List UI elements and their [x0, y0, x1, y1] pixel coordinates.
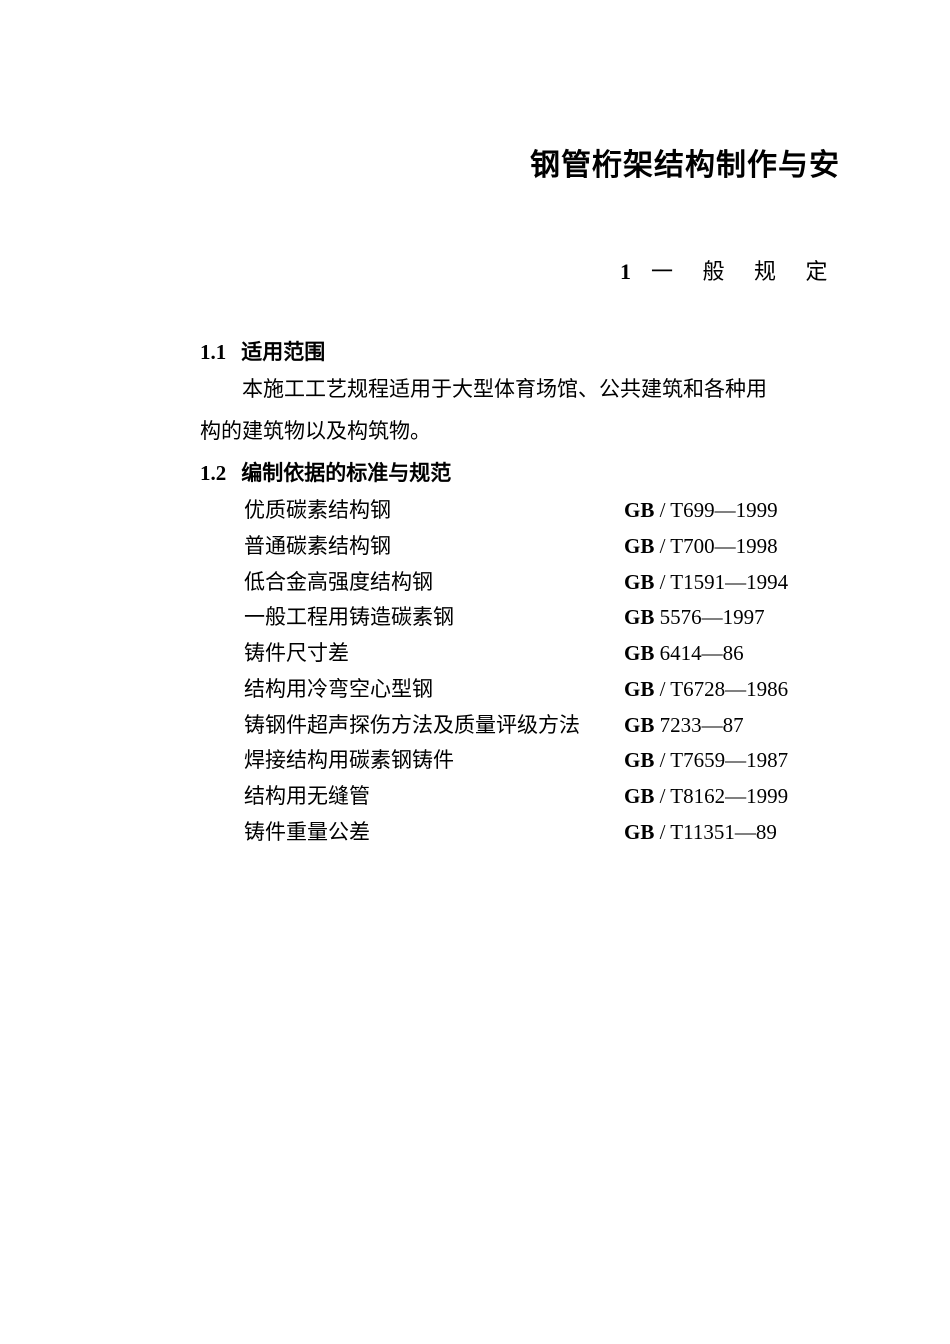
standard-gb-prefix: GB — [624, 748, 654, 772]
standard-row: 一般工程用铸造碳素钢GB 5576—1997 — [200, 600, 950, 636]
standard-code-number: / T6728—1986 — [654, 677, 788, 701]
standard-name: 焊接结构用碳素钢铸件 — [244, 743, 624, 779]
standard-code: GB / T6728—1986 — [624, 672, 788, 708]
standard-name: 优质碳素结构钢 — [244, 493, 624, 529]
subsection-1-1-number: 1.1 — [200, 340, 226, 364]
standard-row: 优质碳素结构钢GB / T699—1999 — [200, 493, 950, 529]
standard-name: 普通碳素结构钢 — [244, 529, 624, 565]
standard-name: 铸件重量公差 — [244, 815, 624, 851]
standard-name: 低合金高强度结构钢 — [244, 565, 624, 601]
standard-gb-prefix: GB — [624, 534, 654, 558]
standard-code-number: / T11351—89 — [654, 820, 777, 844]
standard-row: 铸件尺寸差GB 6414—86 — [200, 636, 950, 672]
standard-code: GB 7233—87 — [624, 708, 744, 744]
standard-gb-prefix: GB — [624, 605, 654, 629]
standard-name: 结构用冷弯空心型钢 — [244, 672, 624, 708]
standard-code: GB / T1591—1994 — [624, 565, 788, 601]
standard-name: 铸件尺寸差 — [244, 636, 624, 672]
subsection-1-1-text-line1: 本施工工艺规程适用于大型体育场馆、公共建筑和各种用 — [200, 372, 950, 408]
standard-code: GB 5576—1997 — [624, 600, 765, 636]
standard-name: 铸钢件超声探伤方法及质量评级方法 — [244, 708, 624, 744]
standard-name: 一般工程用铸造碳素钢 — [244, 600, 624, 636]
section-title-text: 一 般 规 定 — [651, 259, 840, 284]
standard-code: GB 6414—86 — [624, 636, 744, 672]
standard-code: GB / T700—1998 — [624, 529, 778, 565]
standard-row: 结构用无缝管GB / T8162—1999 — [200, 779, 950, 815]
subsection-1-1-title: 适用范围 — [241, 340, 325, 364]
standard-code: GB / T8162—1999 — [624, 779, 788, 815]
subsection-1-2: 1.2编制依据的标准与规范 优质碳素结构钢GB / T699—1999普通碳素结… — [200, 457, 950, 850]
standard-gb-prefix: GB — [624, 641, 654, 665]
section-title: 1 一 般 规 定 — [620, 254, 950, 286]
standard-code-number: / T1591—1994 — [654, 570, 788, 594]
standard-row: 普通碳素结构钢GB / T700—1998 — [200, 529, 950, 565]
section-number: 1 — [620, 259, 631, 284]
standard-row: 铸件重量公差GB / T11351—89 — [200, 815, 950, 851]
standard-code-number: 5576—1997 — [654, 605, 764, 629]
subsection-1-2-number: 1.2 — [200, 461, 226, 485]
standard-code-number: / T699—1999 — [654, 498, 777, 522]
subsection-1-1-text-line2: 构的建筑物以及构筑物。 — [200, 414, 950, 450]
standard-code-number: 6414—86 — [654, 641, 743, 665]
standard-gb-prefix: GB — [624, 784, 654, 808]
standard-code-number: / T8162—1999 — [654, 784, 788, 808]
standard-code: GB / T7659—1987 — [624, 743, 788, 779]
standard-row: 焊接结构用碳素钢铸件GB / T7659—1987 — [200, 743, 950, 779]
standard-code-number: / T700—1998 — [654, 534, 777, 558]
standard-gb-prefix: GB — [624, 713, 654, 737]
standard-row: 低合金高强度结构钢GB / T1591—1994 — [200, 565, 950, 601]
page-content: 钢管桁架结构制作与安 1 一 般 规 定 1.1 适用范围 本施工工艺规程适用于大型… — [0, 0, 950, 850]
subsection-1-2-header: 1.2 编制依据的标准与规范 — [200, 457, 950, 487]
standard-gb-prefix: GB — [624, 677, 654, 701]
standard-gb-prefix: GB — [624, 498, 654, 522]
subsection-1-2-title: 编制依据的标准与规范 — [241, 461, 451, 485]
standards-list: 优质碳素结构钢GB / T699—1999普通碳素结构钢GB / T700—19… — [200, 493, 950, 850]
standard-gb-prefix: GB — [624, 820, 654, 844]
subsection-1-1-header: 1.1 适用范围 — [200, 336, 950, 366]
standard-code-number: 7233—87 — [654, 713, 743, 737]
standard-code: GB / T11351—89 — [624, 815, 777, 851]
standard-name: 结构用无缝管 — [244, 779, 624, 815]
standard-row: 结构用冷弯空心型钢GB / T6728—1986 — [200, 672, 950, 708]
subsection-1-1: 1.1 适用范围 本施工工艺规程适用于大型体育场馆、公共建筑和各种用 构的建筑物以… — [200, 336, 950, 449]
main-title: 钢管桁架结构制作与安 — [530, 140, 950, 184]
standard-row: 铸钢件超声探伤方法及质量评级方法GB 7233—87 — [200, 708, 950, 744]
standard-code-number: / T7659—1987 — [654, 748, 788, 772]
standard-gb-prefix: GB — [624, 570, 654, 594]
standard-code: GB / T699—1999 — [624, 493, 778, 529]
